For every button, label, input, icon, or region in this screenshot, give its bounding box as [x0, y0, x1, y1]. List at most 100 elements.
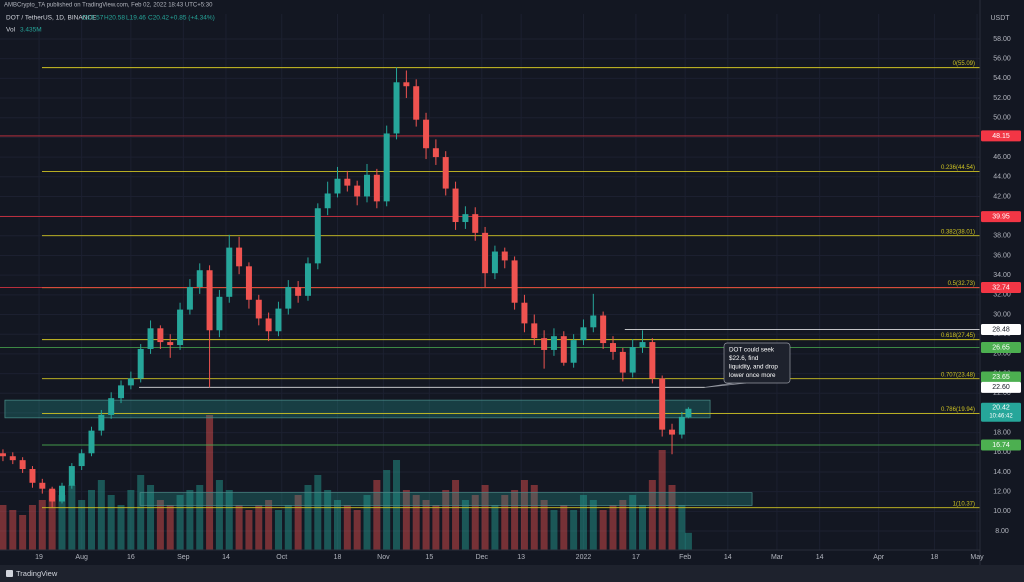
- volume-bar: [274, 510, 282, 550]
- volume-bar: [609, 505, 617, 550]
- volume-bar: [166, 505, 174, 550]
- volume-bar: [9, 510, 17, 550]
- y-tick-label: 34.00: [993, 272, 1011, 279]
- volume-bar: [619, 500, 627, 550]
- fib-label: 0(55.09): [953, 61, 975, 67]
- volume-bar: [501, 495, 509, 550]
- candle-body: [403, 82, 410, 87]
- volume-value: 3.435M: [20, 27, 42, 34]
- candle-body: [177, 309, 184, 346]
- volume-bar: [353, 510, 361, 550]
- callout-text: lower once more: [729, 372, 776, 379]
- candle-body: [491, 251, 498, 274]
- x-tick-label: Dec: [476, 554, 489, 561]
- candle-body: [482, 232, 489, 274]
- volume-bar: [393, 460, 401, 550]
- volume-bar: [452, 480, 460, 550]
- volume-bar: [629, 495, 637, 550]
- volume-bar: [511, 490, 519, 550]
- candle-body: [118, 385, 125, 399]
- brand: TradingView: [16, 569, 58, 578]
- tag-layer: 48.15 39.95 32.74 28.48 26.65 23.65 22.60 16.74…: [981, 130, 1021, 451]
- y-tick-label: 46.00: [993, 154, 1011, 161]
- volume-layer: [0, 415, 692, 550]
- price-tag-label: 32.74: [992, 284, 1010, 291]
- y-tick-label: 54.00: [993, 75, 1011, 82]
- volume-bar: [684, 532, 692, 550]
- x-tick-label: Mar: [771, 554, 784, 561]
- volume-bar: [107, 495, 115, 550]
- candle-body: [531, 323, 538, 339]
- callout-text: liquidity, and drop: [729, 364, 778, 371]
- price-tag-label: 16.74: [992, 442, 1010, 449]
- volume-bar: [343, 505, 351, 550]
- last-price-label: 20.42: [992, 405, 1010, 412]
- price-tag: [981, 439, 1021, 451]
- x-tick-label: Aug: [75, 554, 88, 561]
- candle-body: [511, 260, 518, 303]
- x-tick-label: 18: [334, 554, 342, 561]
- x-tick-label: 17: [632, 554, 640, 561]
- candle-body: [78, 453, 85, 467]
- fib-label: 0.707(23.48): [941, 372, 975, 378]
- price-tag: [981, 211, 1021, 223]
- x-tick-label: Feb: [679, 554, 691, 561]
- callout-box: [723, 342, 791, 384]
- volume-bar: [235, 505, 243, 550]
- price-tag-label: 28.48: [992, 326, 1010, 333]
- x-tick-label: 13: [517, 554, 525, 561]
- candle-body: [685, 408, 692, 418]
- volume-bar: [196, 485, 204, 550]
- ohlc-close: C20.42: [148, 15, 169, 22]
- volume-bar: [38, 500, 46, 550]
- candle-body: [619, 351, 626, 373]
- x-tick-label: Nov: [377, 554, 390, 561]
- x-tick-label: 19: [35, 554, 43, 561]
- volume-bar: [245, 510, 253, 550]
- candle-body: [462, 214, 469, 223]
- currency: USDT: [990, 15, 1010, 22]
- candle-body: [334, 178, 341, 194]
- candle-body: [600, 315, 607, 344]
- candle-body: [314, 208, 321, 264]
- candle-body: [0, 453, 6, 457]
- volume-bar: [0, 505, 7, 550]
- ohlc-low: L19.46: [126, 15, 146, 22]
- volume-bar: [186, 490, 194, 550]
- candle-body: [590, 315, 597, 328]
- price-tag: [981, 323, 1021, 335]
- x-tick-label: May: [970, 554, 984, 561]
- volume-name: Vol: [6, 27, 16, 34]
- overlay-layer: 0(55.09) 0.236(44.54) 0.382(38.01) 0.5(32.7…: [0, 61, 980, 509]
- candle-body: [442, 157, 449, 189]
- volume-bar: [639, 505, 647, 550]
- candle-body: [501, 251, 508, 261]
- y-tick-label: 14.00: [993, 469, 1011, 476]
- zone: [139, 492, 753, 506]
- fib-label: 0.5(32.73): [948, 281, 975, 287]
- fib-label: 0.786(19.94): [941, 407, 975, 413]
- price-tag-label: 48.15: [992, 133, 1010, 140]
- candle-body: [216, 296, 223, 331]
- volume-bar: [461, 500, 469, 550]
- price-tag-label: 39.95: [992, 213, 1010, 220]
- x-tick-label: 16: [127, 554, 135, 561]
- candle-body: [541, 338, 548, 350]
- volume-bar: [137, 475, 145, 550]
- fib-label: 0.618(27.45): [941, 333, 975, 339]
- x-tick-label: 14: [222, 554, 230, 561]
- candle-body: [127, 378, 134, 386]
- volume-bar: [560, 505, 568, 550]
- y-tick-label: 22.00: [993, 390, 1011, 397]
- x-tick-label: 14: [816, 554, 824, 561]
- y-tick-label: 50.00: [993, 115, 1011, 122]
- candle-body: [167, 342, 174, 346]
- callout-text: DOT could seek: [729, 347, 775, 354]
- candle-body: [68, 466, 75, 486]
- candle-body: [393, 82, 400, 134]
- fib-label: 0.382(38.01): [941, 229, 975, 235]
- candle-body: [285, 286, 292, 309]
- candle-body: [196, 270, 203, 287]
- volume-bar: [28, 505, 36, 550]
- x-tick-label: 2022: [576, 554, 592, 561]
